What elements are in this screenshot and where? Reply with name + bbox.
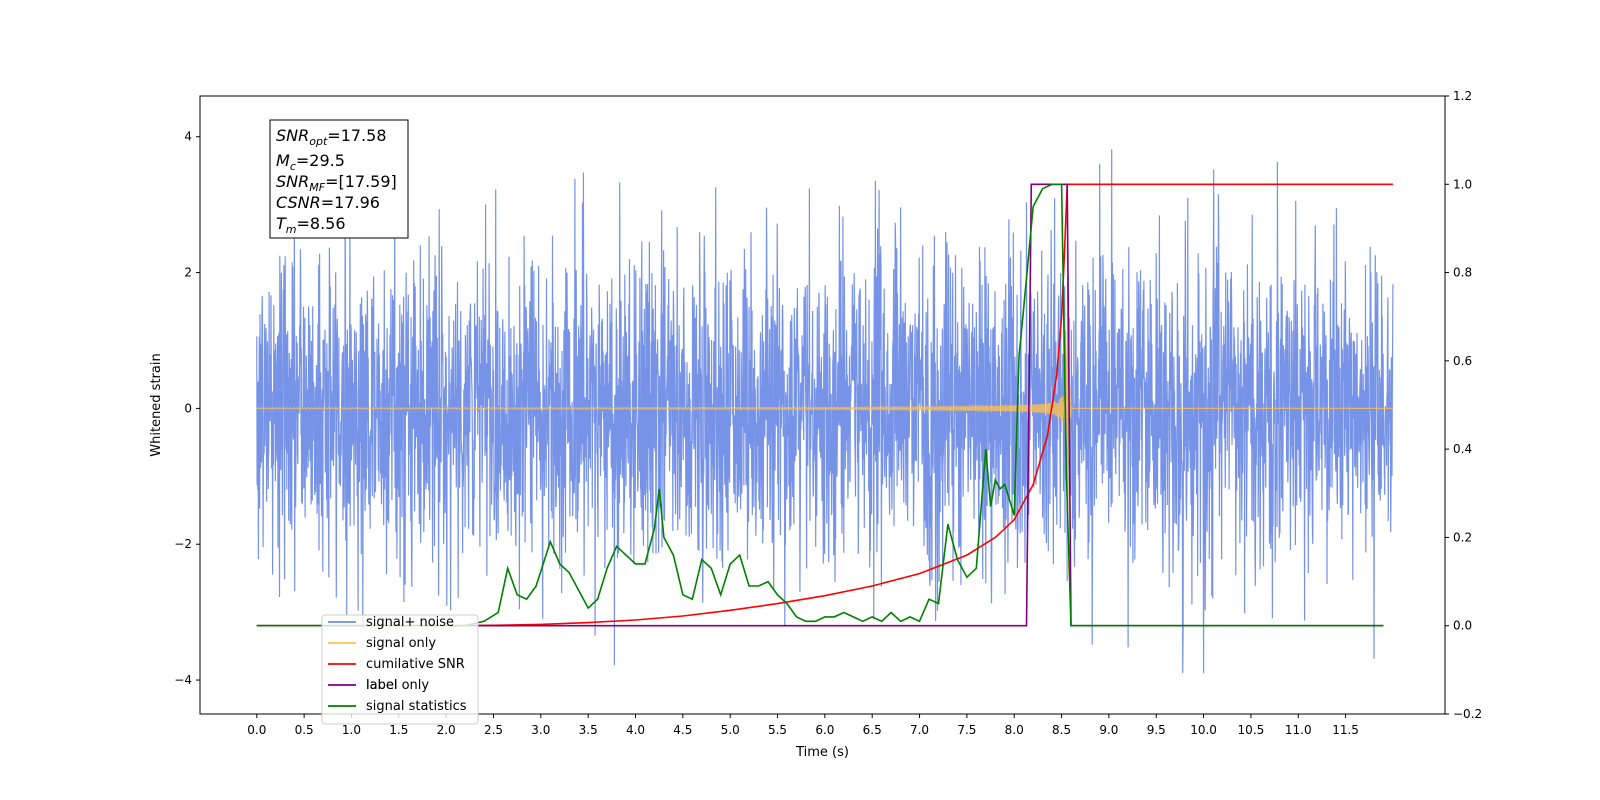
x-tick-label: 8.5 — [1052, 723, 1071, 737]
annotation-box: SNRopt=17.58 Mc=29.5SNRMF=[17.59]CSNR=17.… — [269, 119, 409, 239]
x-tick-label: 6.5 — [863, 723, 882, 737]
legend-label: signal+ noise — [366, 615, 454, 630]
annotation-line: SNRopt=17.58 — [276, 126, 387, 148]
legend-label: label only — [366, 678, 429, 693]
x-tick-label: 9.5 — [1147, 723, 1166, 737]
y-tick-label: 0 — [184, 401, 192, 415]
x-tick-label: 1.0 — [342, 723, 361, 737]
annotation-line: CSNR=17.96 — [276, 193, 380, 212]
legend-item-label: label — [328, 678, 397, 693]
y2-tick-label: −0.2 — [1453, 707, 1482, 721]
x-tick-label: 2.0 — [437, 723, 456, 737]
y2-tick-label: 0.0 — [1453, 619, 1472, 633]
y2-tick-label: 0.4 — [1453, 442, 1472, 456]
series-signal-noise-line — [256, 149, 1394, 674]
annotation-line: SNRMF=[17.59] — [276, 172, 397, 194]
x-tick-label: 0.0 — [247, 723, 266, 737]
x-tick-label: 4.0 — [626, 723, 645, 737]
legend-label: cumilative SNR — [366, 657, 465, 672]
x-tick-label: 7.5 — [957, 723, 976, 737]
legend-label: label — [366, 678, 397, 693]
y-tick-label: 2 — [184, 266, 192, 280]
legend-item-signal-noise: signal+ noise — [328, 615, 454, 630]
x-tick-label: 1.5 — [389, 723, 408, 737]
x-tick-label: 9.0 — [1099, 723, 1118, 737]
legend-label: signal statistics — [366, 699, 467, 714]
x-tick-label: 11.0 — [1285, 723, 1312, 737]
legend-item-signal-only: signal only — [328, 636, 436, 651]
series-signal-statistics-line — [256, 183, 1384, 627]
x-tick-label: 3.5 — [579, 723, 598, 737]
y2-tick-label: 1.0 — [1453, 177, 1472, 191]
x-tick-label: 3.0 — [531, 723, 550, 737]
legend-item-cumulative-snr: cumilative SNR — [328, 657, 465, 672]
y-axis-label: Whitened strain — [149, 353, 164, 456]
y-tick-label: 4 — [184, 130, 192, 144]
x-tick-label: 5.5 — [768, 723, 787, 737]
series-signal-only-line — [256, 286, 1393, 575]
plot-frame — [199, 95, 1446, 715]
annotation-frame — [269, 119, 409, 239]
y-tick-label: −2 — [174, 537, 192, 551]
plot-area — [256, 149, 1394, 674]
y2-tick-label: 1.2 — [1453, 89, 1472, 103]
x-tick-label: 8.0 — [1005, 723, 1024, 737]
x-tick-label: 11.5 — [1332, 723, 1359, 737]
x-tick-label: 4.5 — [673, 723, 692, 737]
x-tick-label: 2.5 — [484, 723, 503, 737]
y-tick-label: −4 — [174, 673, 192, 687]
legend-item-signal-statistics: signal statistics — [328, 699, 467, 714]
series-cumulative-snr-line — [256, 183, 1393, 627]
ticks-layer: 0.0 0.5 1.0 1.5 2.0 2.5 3.0 3.5 4.0 4.5 5.0 5.5 6.0 6… — [174, 89, 1482, 737]
legend-item-label-only: label only — [366, 678, 429, 693]
x-axis-label: Time (s) — [795, 745, 849, 760]
y2-tick-label: 0.6 — [1453, 354, 1472, 368]
x-tick-label: 10.5 — [1238, 723, 1265, 737]
x-tick-label: 0.5 — [295, 723, 314, 737]
y2-tick-label: 0.8 — [1453, 266, 1472, 280]
annotation-line: Mc=29.5 — [276, 151, 345, 173]
x-tick-label: 6.0 — [815, 723, 834, 737]
y2-tick-label: 0.2 — [1453, 530, 1472, 544]
x-tick-label: 10.0 — [1190, 723, 1217, 737]
x-tick-label: 7.0 — [910, 723, 929, 737]
x-tick-label: 5.0 — [721, 723, 740, 737]
legend: signal+ noise signal only cumilative SNR la… — [321, 614, 479, 725]
legend-frame — [321, 614, 479, 725]
legend-label: signal only — [366, 636, 436, 651]
annotation-line: Tm=8.56 — [276, 214, 346, 236]
